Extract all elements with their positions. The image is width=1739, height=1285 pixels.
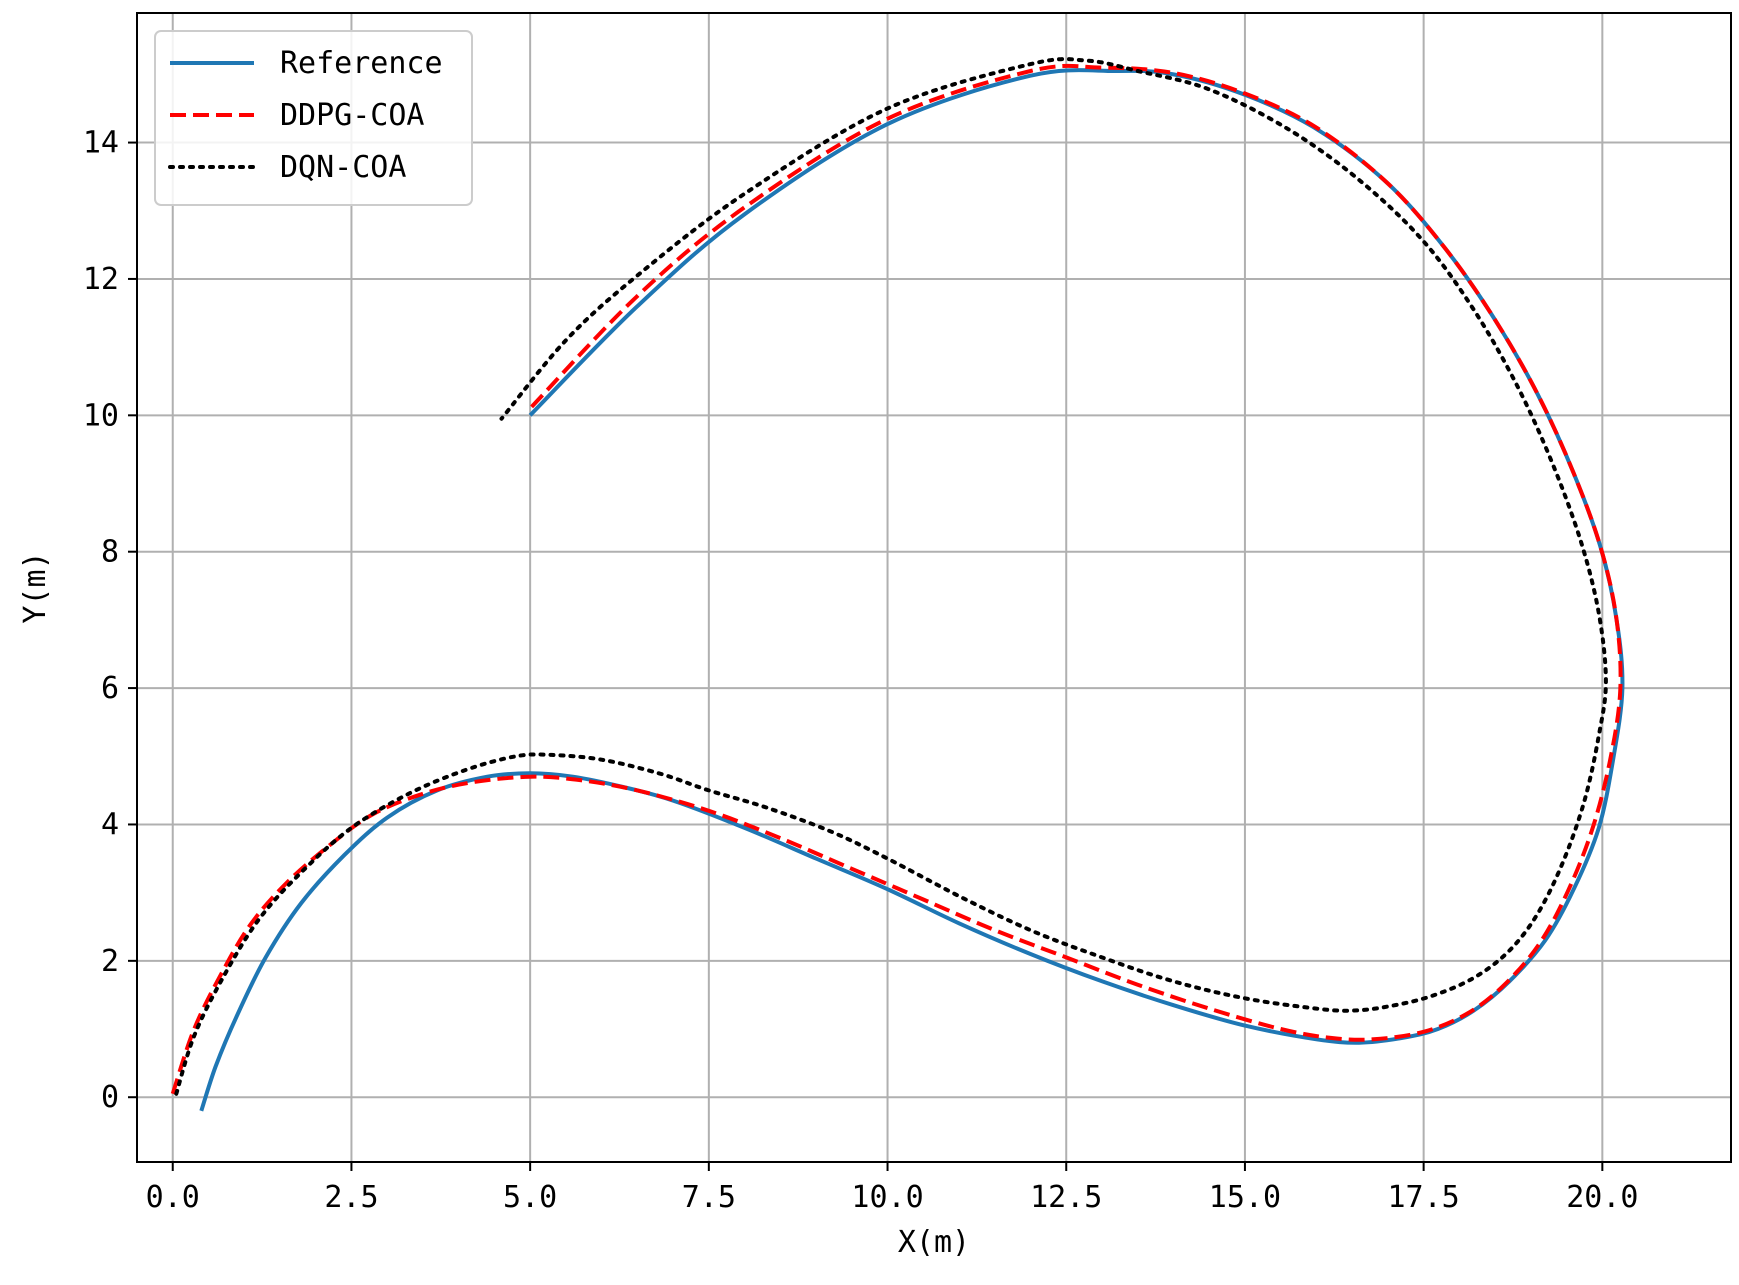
plot-frame — [136, 12, 1732, 1163]
series-line-ddpg-coa — [170, 63, 1623, 1095]
x-tick-label: 0.0 — [146, 1180, 200, 1215]
x-tick-label: 20.0 — [1566, 1180, 1638, 1215]
x-tick-label: 10.0 — [851, 1180, 923, 1215]
legend-label: DQN-COA — [280, 150, 406, 185]
grid — [137, 13, 1731, 1162]
y-tick-label: 6 — [101, 671, 119, 706]
y-tick-label: 10 — [83, 398, 119, 433]
y-tick-label: 2 — [101, 944, 119, 979]
legend-label: DDPG-COA — [280, 98, 425, 133]
y-axis-label: Y(m) — [18, 551, 53, 623]
series-layer — [170, 57, 1625, 1112]
y-tick-label: 14 — [83, 126, 119, 161]
x-tick-label: 7.5 — [682, 1180, 736, 1215]
series-line-dqn-coa — [174, 57, 1608, 1096]
x-tick-label: 17.5 — [1388, 1180, 1460, 1215]
x-tick-label: 15.0 — [1209, 1180, 1281, 1215]
x-tick-label: 12.5 — [1030, 1180, 1102, 1215]
y-tick-label: 4 — [101, 807, 119, 842]
y-tick-label: 12 — [83, 262, 119, 297]
x-tick-label: 5.0 — [503, 1180, 557, 1215]
legend-box — [154, 30, 473, 206]
y-tick-label: 0 — [101, 1080, 119, 1115]
x-tick-label: 2.5 — [324, 1180, 378, 1215]
x-axis-label: X(m) — [898, 1225, 970, 1260]
legend: Reference DDPG-COA DQN-COA — [154, 30, 473, 206]
ticks: 0.0 2.5 5.0 7.5 10.0 12.5 15.0 17.5 20.0 0 2 4 6 8 10 1… — [83, 126, 1639, 1215]
legend-label: Reference — [280, 46, 443, 81]
y-tick-label: 8 — [101, 535, 119, 570]
